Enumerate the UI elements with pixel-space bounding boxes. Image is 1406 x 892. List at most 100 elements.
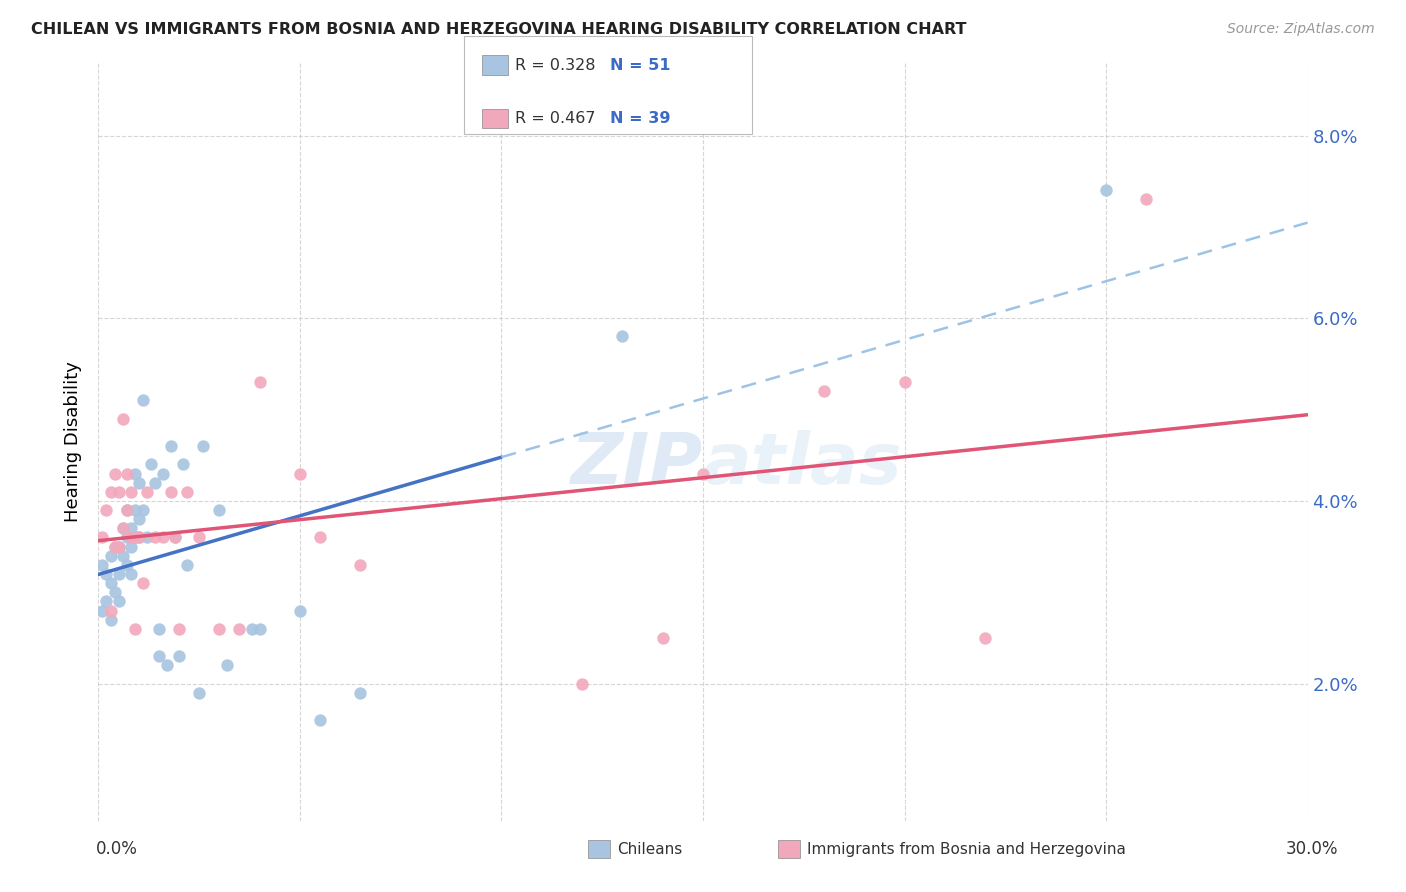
Point (188, 686, 211, 700)
Point (309, 713, 332, 727)
Point (103, 540, 125, 554)
Point (120, 566, 142, 581)
Point (100, 549, 122, 563)
Point (111, 521, 134, 535)
Point (893, 375, 915, 389)
Point (176, 484, 198, 499)
Point (96, 594, 118, 608)
Text: R = 0.467: R = 0.467 (515, 112, 595, 126)
Point (188, 531, 211, 545)
Point (135, 484, 157, 499)
Point (100, 603, 122, 617)
Point (249, 375, 271, 389)
Point (249, 622, 271, 636)
Point (1095, 183, 1118, 197)
Point (91, 531, 114, 545)
Point (100, 576, 122, 591)
Point (288, 467, 311, 481)
Point (115, 531, 138, 545)
Point (107, 566, 129, 581)
Point (132, 393, 155, 408)
Text: Source: ZipAtlas.com: Source: ZipAtlas.com (1227, 22, 1375, 37)
Point (107, 540, 129, 554)
Point (148, 649, 170, 664)
Point (120, 531, 142, 545)
Point (128, 512, 150, 526)
Point (288, 603, 311, 617)
Point (156, 658, 179, 673)
Point (91, 558, 114, 572)
Point (692, 467, 714, 481)
Point (974, 631, 997, 645)
Text: Chileans: Chileans (617, 842, 682, 856)
Point (612, 329, 634, 343)
Text: CHILEAN VS IMMIGRANTS FROM BOSNIA AND HERZEGOVINA HEARING DISABILITY CORRELATION: CHILEAN VS IMMIGRANTS FROM BOSNIA AND HE… (31, 22, 966, 37)
Text: N = 51: N = 51 (610, 58, 671, 72)
Text: 0.0%: 0.0% (96, 840, 138, 858)
Point (115, 503, 138, 517)
Text: atlas: atlas (703, 430, 903, 499)
Point (103, 540, 125, 554)
Point (309, 531, 332, 545)
Point (172, 458, 194, 472)
Point (120, 484, 142, 499)
Point (651, 631, 673, 645)
Point (193, 439, 215, 453)
Point (1135, 193, 1157, 207)
Point (107, 540, 129, 554)
Text: 30.0%: 30.0% (1286, 840, 1339, 858)
Point (120, 540, 142, 554)
Point (160, 439, 183, 453)
Point (228, 622, 250, 636)
Point (124, 503, 146, 517)
Point (96, 503, 118, 517)
Text: ZIP: ZIP (571, 430, 703, 499)
Point (107, 484, 129, 499)
Point (91, 603, 114, 617)
Point (208, 622, 231, 636)
Point (124, 531, 146, 545)
Point (813, 384, 835, 399)
Point (124, 622, 146, 636)
Point (124, 531, 146, 545)
Point (349, 558, 371, 572)
Point (111, 521, 134, 535)
Point (128, 531, 150, 545)
Point (103, 467, 125, 481)
Point (96, 566, 118, 581)
Point (132, 576, 155, 591)
Point (349, 686, 371, 700)
Point (143, 475, 166, 490)
Point (128, 531, 150, 545)
Point (240, 622, 263, 636)
Point (107, 594, 129, 608)
Point (163, 531, 186, 545)
Point (111, 411, 134, 425)
Point (143, 531, 166, 545)
Point (176, 558, 198, 572)
Point (115, 503, 138, 517)
Point (571, 676, 593, 690)
Point (160, 484, 183, 499)
Point (111, 549, 134, 563)
Point (103, 585, 125, 599)
Y-axis label: Hearing Disability: Hearing Disability (65, 361, 83, 522)
Point (167, 622, 190, 636)
Point (128, 475, 150, 490)
Point (135, 531, 157, 545)
Point (167, 649, 190, 664)
Point (217, 658, 239, 673)
Point (100, 484, 122, 499)
Text: R = 0.328: R = 0.328 (515, 58, 595, 72)
Point (208, 503, 231, 517)
Point (124, 467, 146, 481)
Point (152, 531, 174, 545)
Point (163, 531, 186, 545)
Text: N = 39: N = 39 (610, 112, 671, 126)
Text: Immigrants from Bosnia and Herzegovina: Immigrants from Bosnia and Herzegovina (807, 842, 1126, 856)
Point (152, 467, 174, 481)
Point (120, 521, 142, 535)
Point (100, 613, 122, 627)
Point (139, 458, 162, 472)
Point (132, 503, 155, 517)
